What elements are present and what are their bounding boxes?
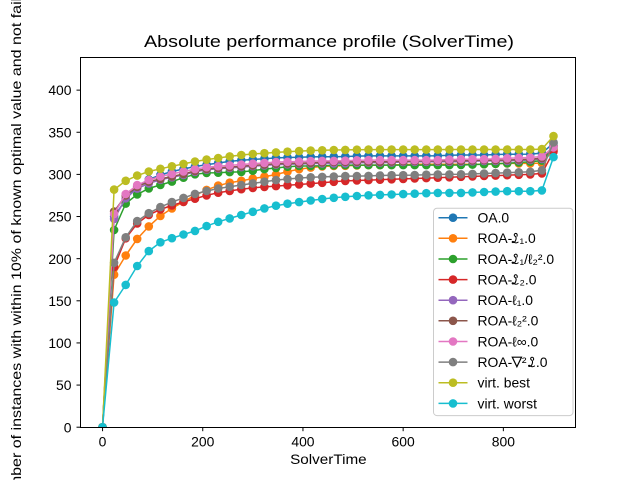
svg-text:₂.0: ₂.0 — [520, 272, 537, 288]
svg-text:150: 150 — [48, 293, 71, 309]
svg-text:ROA-: ROA- — [478, 272, 513, 288]
svg-text:350: 350 — [48, 124, 71, 140]
svg-text:0: 0 — [64, 419, 72, 435]
svg-text:0: 0 — [99, 433, 107, 449]
svg-text:.0: .0 — [536, 354, 548, 370]
svg-text:800: 800 — [492, 433, 515, 449]
svg-text:100: 100 — [48, 335, 71, 351]
svg-text:400: 400 — [48, 82, 71, 98]
svg-text:²: ² — [522, 354, 527, 370]
svg-text:ROA-: ROA- — [478, 354, 513, 370]
svg-text:ROA-ℓ∞.0: ROA-ℓ∞.0 — [478, 333, 539, 349]
svg-text:₁/ℓ₂².0: ₁/ℓ₂².0 — [520, 251, 555, 267]
svg-text:ROA-: ROA- — [478, 230, 513, 246]
svg-text:ROA-: ROA- — [478, 251, 513, 267]
svg-text:ROA-ℓ₁.0: ROA-ℓ₁.0 — [478, 292, 534, 308]
svg-text:200: 200 — [48, 251, 71, 267]
svg-text:600: 600 — [392, 433, 415, 449]
svg-text:50: 50 — [56, 377, 72, 393]
svg-text:virt. worst: virt. worst — [478, 395, 538, 411]
svg-text:Absolute performance profile (: Absolute performance profile (SolverTime… — [144, 32, 514, 51]
svg-text:OA.0: OA.0 — [478, 210, 510, 226]
svg-text:200: 200 — [191, 433, 214, 449]
svg-text:₁.0: ₁.0 — [520, 230, 537, 246]
svg-text:300: 300 — [48, 167, 71, 183]
svg-text:SolverTime: SolverTime — [290, 451, 367, 467]
svg-text:ROA-ℓ₂².0: ROA-ℓ₂².0 — [478, 313, 539, 329]
svg-text:virt. best: virt. best — [478, 375, 531, 391]
svg-text:400: 400 — [291, 433, 314, 449]
svg-text:250: 250 — [48, 209, 71, 225]
svg-text:number of instances with withi: number of instances with within 10% of k… — [8, 0, 24, 480]
